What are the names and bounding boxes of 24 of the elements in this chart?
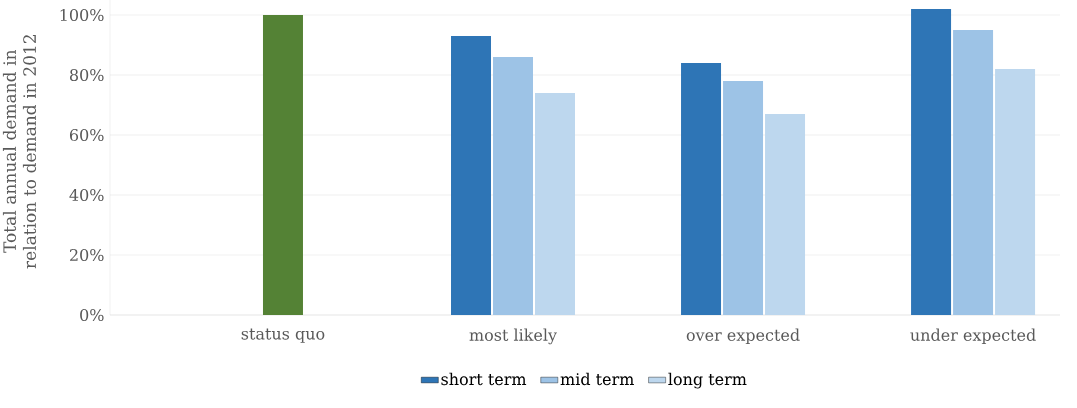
x-tick-label: status quo	[241, 328, 325, 343]
y-tick-label: 100%	[60, 8, 104, 22]
x-tick-label: most likely	[469, 328, 557, 345]
y-tick-label: 60%	[69, 128, 104, 142]
bar	[995, 69, 1036, 315]
y-tick-label: 20%	[69, 248, 104, 262]
bar	[681, 63, 722, 315]
x-tick-label: over expected	[686, 328, 800, 345]
bar	[535, 93, 576, 315]
bar	[723, 81, 764, 315]
bar	[451, 36, 491, 315]
bar	[911, 9, 952, 315]
bar	[262, 15, 303, 315]
y-tick-label: 40%	[69, 188, 104, 202]
legend-label: short term	[441, 372, 527, 386]
y-tick-label: 0%	[80, 308, 104, 322]
y-tick-label: 80%	[69, 68, 104, 82]
y-axis-title: Total annual demand in relation to demand in 2012	[2, 35, 37, 269]
legend-label: mid term	[560, 372, 634, 386]
x-tick-label: under expected	[910, 328, 1036, 345]
bar	[765, 114, 806, 315]
legend-label: long term	[668, 372, 747, 389]
bar	[493, 57, 534, 315]
bar	[953, 30, 994, 315]
